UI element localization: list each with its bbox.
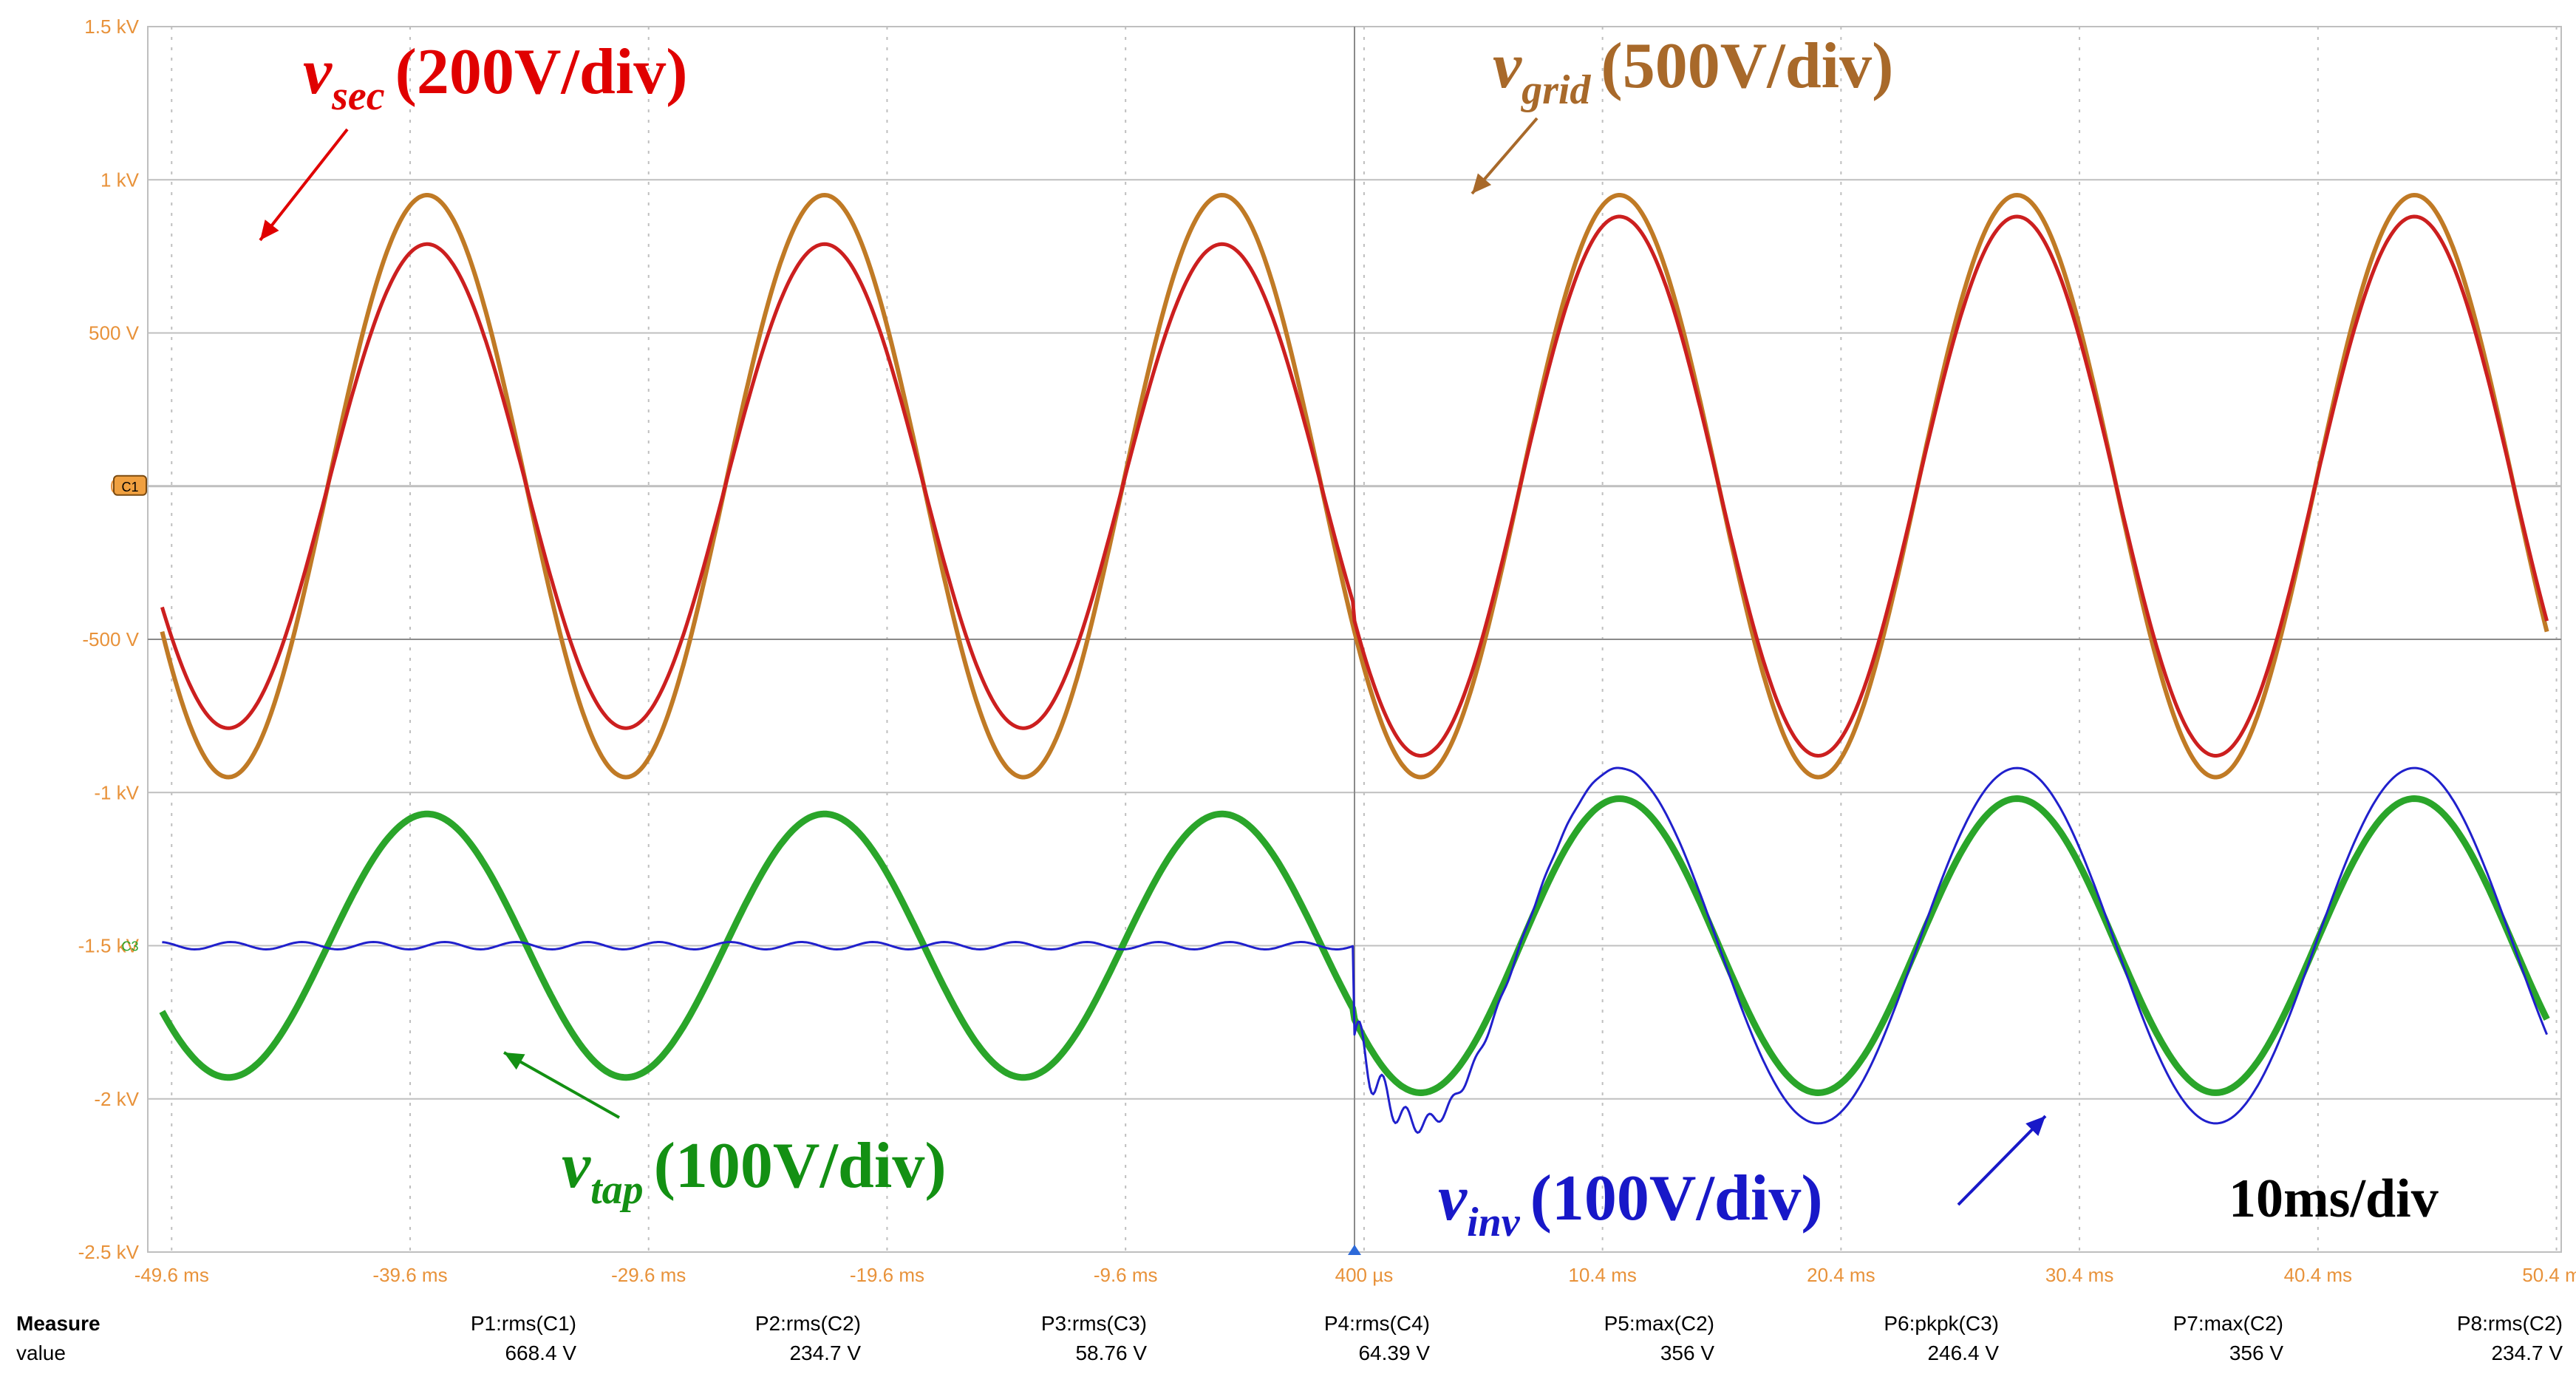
- y-tick-label: -1 kV: [94, 781, 139, 803]
- annotation-arrowhead: [1472, 173, 1492, 194]
- annotation-arrow: [259, 128, 349, 242]
- annotation-label: 10ms/div: [2229, 1169, 2439, 1229]
- x-axis: -49.6 ms -39.6 ms -29.6 ms -19.6 ms -9.6 ms 4…: [134, 1245, 2576, 1286]
- annotation-scale: (100V/div): [1530, 1163, 1823, 1234]
- annotation-symbol: v: [1438, 1163, 1468, 1234]
- annotation-arrowhead: [2025, 1116, 2045, 1136]
- measure-column-header: P6:pkpk(C3): [1884, 1312, 1999, 1335]
- annotation-scale: (500V/div): [1601, 30, 1893, 102]
- measure-header: Measure: [16, 1312, 100, 1335]
- x-tick-label: 40.4 ms: [2284, 1264, 2353, 1286]
- x-tick-label: -29.6 ms: [611, 1264, 686, 1286]
- measure-value: 64.39 V: [1358, 1341, 1430, 1364]
- channel-marker-c1: [113, 475, 147, 496]
- channel-marker-label: C1: [121, 480, 138, 494]
- annotation-symbol: v: [303, 36, 333, 108]
- x-tick-label: -39.6 ms: [372, 1264, 447, 1286]
- measure-column-header: P5:max(C2): [1604, 1312, 1714, 1335]
- channel-marker-label: C3: [121, 939, 138, 954]
- y-tick-label: 1.5 kV: [84, 16, 139, 38]
- trace-annotations: vsec (200V/div) vgrid (500V/div)vtap (100V/d…: [259, 30, 2439, 1245]
- annotation-scale: (100V/div): [654, 1130, 947, 1202]
- series-v-grid: [160, 193, 2549, 780]
- series-v-sec: [160, 214, 2549, 758]
- annotation-label: vtap (100V/div): [562, 1130, 947, 1213]
- annotation-subscript: grid: [1520, 67, 1591, 113]
- measure-value: 356 V: [1660, 1341, 1714, 1364]
- annotation-label: vgrid (500V/div): [1493, 30, 1893, 113]
- measure-column-header: P7:max(C2): [2173, 1312, 2283, 1335]
- y-tick-label: 1 kV: [100, 169, 140, 191]
- trigger-marker: [1348, 1245, 1361, 1255]
- measure-value: 668.4 V: [505, 1341, 576, 1364]
- measure-value: 58.76 V: [1075, 1341, 1147, 1364]
- annotation-label: vsec (200V/div): [303, 36, 688, 119]
- annotation-symbol: v: [562, 1130, 591, 1202]
- measure-column-header: P8:rms(C2): [2457, 1312, 2563, 1335]
- x-tick-label: 30.4 ms: [2045, 1264, 2114, 1286]
- annotation-subscript: tap: [590, 1167, 644, 1213]
- series-v-inv: [162, 766, 2548, 1134]
- channel-markers: C1 C3: [113, 475, 147, 954]
- x-tick-label: 20.4 ms: [1807, 1264, 1875, 1286]
- y-tick-label: -2 kV: [94, 1088, 139, 1110]
- measure-column-header: P1:rms(C1): [471, 1312, 576, 1335]
- annotation-scale: (200V/div): [395, 36, 688, 108]
- y-tick-label: -2.5 kV: [78, 1241, 140, 1263]
- x-tick-label: 10.4 ms: [1568, 1264, 1637, 1286]
- x-tick-label: -19.6 ms: [850, 1264, 924, 1286]
- measure-table: Measure value P1:rms(C1) 668.4 V P2:rms(C2) 2…: [16, 1312, 2563, 1364]
- measure-column-header: P4:rms(C4): [1324, 1312, 1430, 1335]
- measure-value: 234.7 V: [2491, 1341, 2563, 1364]
- annotation-arrowhead: [504, 1052, 525, 1070]
- measure-value-label: value: [16, 1341, 66, 1364]
- y-tick-label: -1.5 kV: [78, 935, 140, 957]
- annotation-subscript: sec: [331, 73, 385, 119]
- x-tick-label: 50.4 ms: [2522, 1264, 2576, 1286]
- y-tick-label: -500 V: [82, 628, 139, 650]
- waveform-traces: [159, 193, 2550, 1134]
- x-tick-label: -49.6 ms: [134, 1264, 209, 1286]
- measure-column-header: P3:rms(C3): [1041, 1312, 1147, 1335]
- annotation-label: vinv (100V/div): [1438, 1163, 1823, 1245]
- measure-value: 246.4 V: [1927, 1341, 1999, 1364]
- annotation-arrowhead: [260, 220, 279, 240]
- y-tick-label: 500 V: [89, 322, 140, 344]
- measure-column-header: P2:rms(C2): [755, 1312, 861, 1335]
- measure-value: 234.7 V: [789, 1341, 861, 1364]
- measure-value: 356 V: [2229, 1341, 2283, 1364]
- annotation-arrow: [503, 1051, 620, 1119]
- x-tick-label: -9.6 ms: [1094, 1264, 1158, 1286]
- annotation-arrow: [1957, 1115, 2047, 1206]
- annotation-symbol: v: [1493, 30, 1522, 102]
- x-tick-label: 400 µs: [1335, 1264, 1394, 1286]
- annotation-subscript: inv: [1467, 1200, 1521, 1245]
